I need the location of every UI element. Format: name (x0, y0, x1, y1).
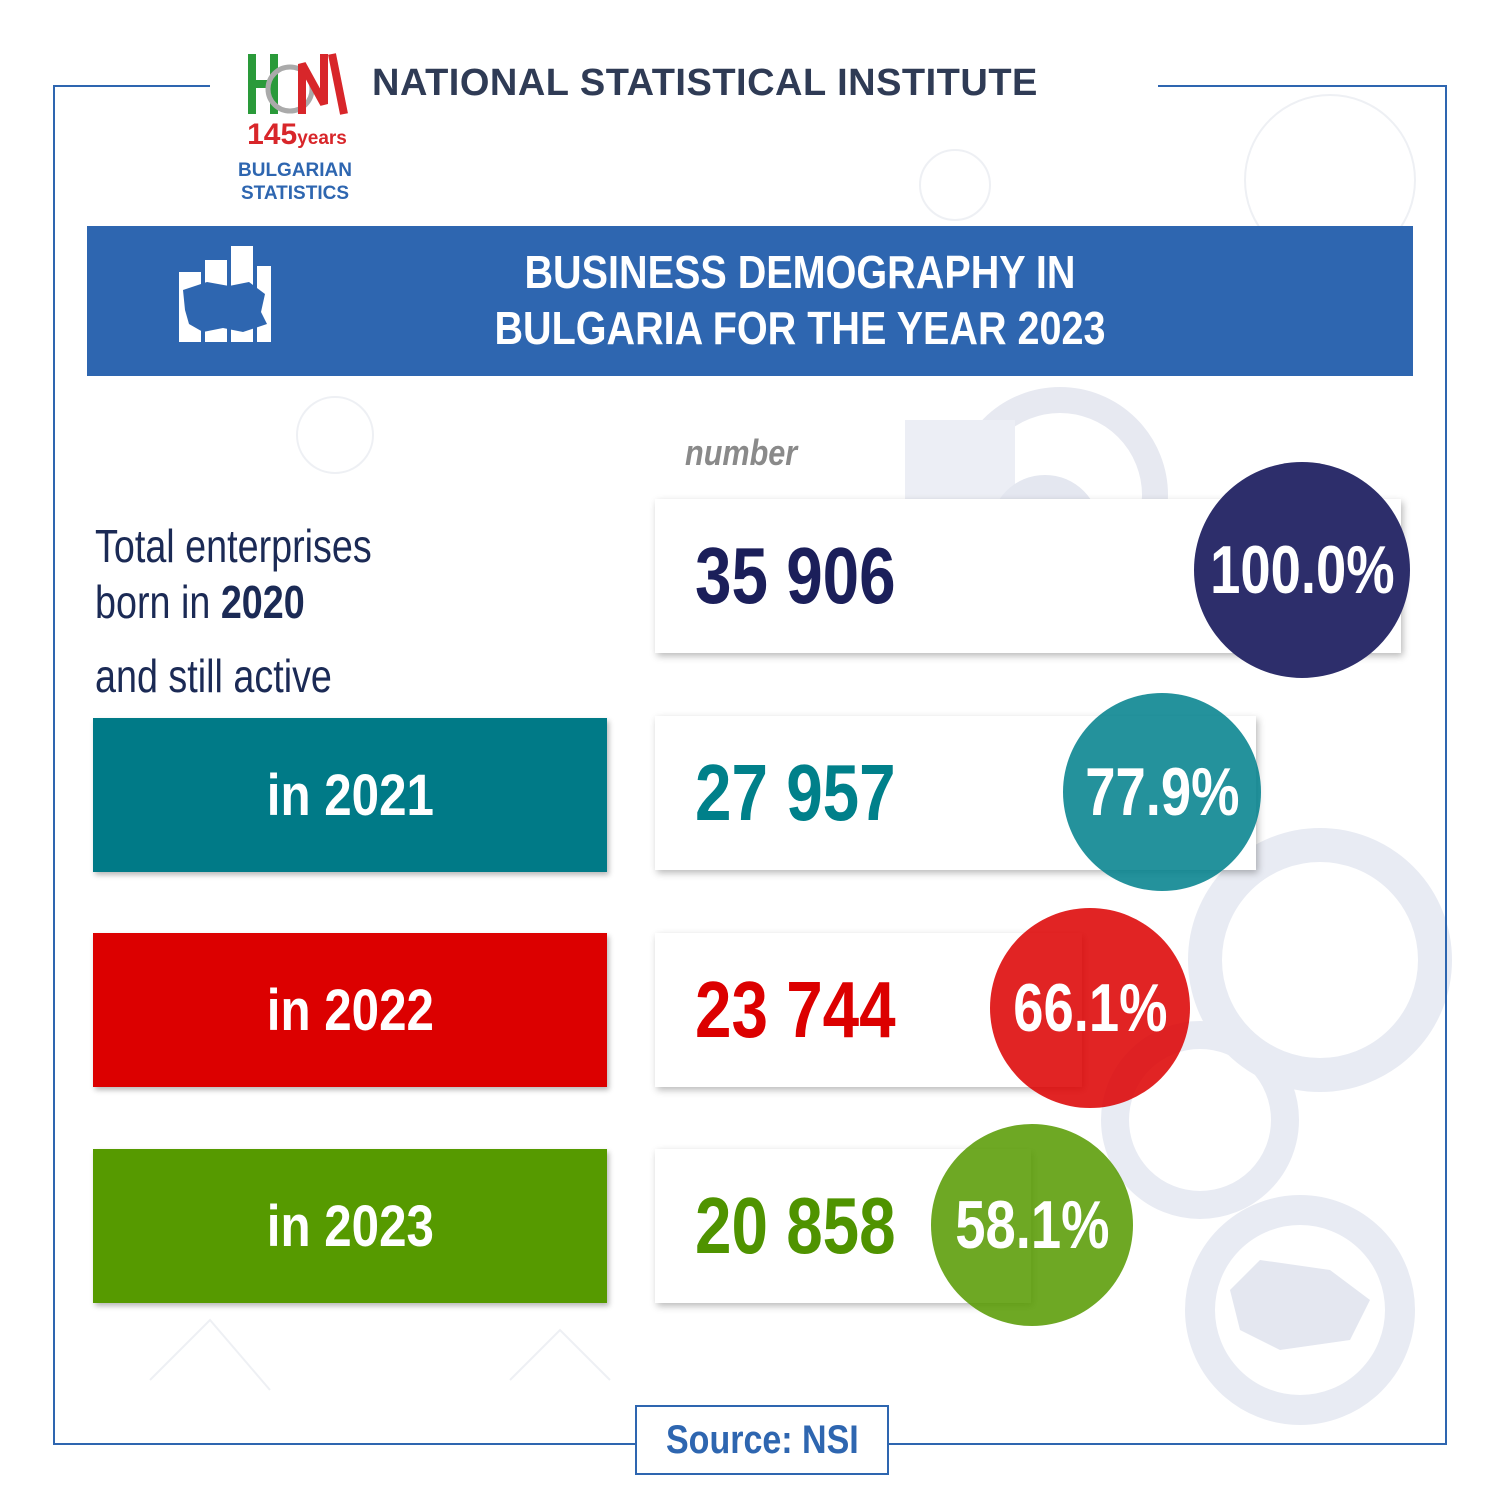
percent-total: 100.0% (1209, 532, 1395, 608)
total-label-year: 2020 (220, 576, 305, 628)
frame-bottom-left (53, 1443, 635, 1445)
frame-right (1445, 85, 1447, 1445)
banner-title-line2: BULGARIA FOR THE YEAR 2023 (494, 302, 1106, 354)
year-label-2023: in 2023 (266, 1193, 434, 1259)
year-label-2021: in 2021 (266, 762, 434, 828)
total-label-prefix: born in (95, 576, 221, 628)
percent-2021: 77.9% (1084, 754, 1240, 830)
banner-title-line1: BUSINESS DEMOGRAPHY IN (524, 246, 1076, 298)
percent-circle-2021: 77.9% (1063, 693, 1261, 891)
source-box: Source: NSI (635, 1405, 889, 1475)
value-total: 35 906 (695, 531, 896, 620)
year-box-2023: in 2023 (93, 1149, 607, 1303)
percent-2023: 58.1% (954, 1187, 1110, 1263)
total-label-line1: Total enterprises (95, 520, 372, 572)
total-label-line2: born in 2020 (95, 574, 372, 630)
value-2021: 27 957 (695, 748, 896, 837)
percent-2022: 66.1% (1012, 970, 1168, 1046)
bulgaria-chart-icon (179, 246, 271, 342)
year-box-2021: in 2021 (93, 718, 607, 872)
title-banner: BUSINESS DEMOGRAPHY IN BULGARIA FOR THE … (87, 226, 1413, 376)
value-2023: 20 858 (695, 1181, 896, 1270)
total-label-line3: and still active (95, 650, 332, 702)
unit-label: number (685, 432, 798, 473)
value-2022: 23 744 (695, 965, 896, 1054)
frame-left (53, 85, 55, 1445)
banner-title: BUSINESS DEMOGRAPHY IN BULGARIA FOR THE … (410, 244, 1189, 356)
institute-title: NATIONAL STATISTICAL INSTITUTE (372, 62, 1038, 104)
frame-top-left (53, 85, 210, 87)
nsi-logo (248, 53, 348, 115)
frame-bottom-right (887, 1443, 1447, 1445)
logo-145: 145years (247, 118, 347, 151)
year-label-2022: in 2022 (266, 977, 434, 1043)
frame-top-right (1158, 85, 1447, 87)
total-label: Total enterprises born in 2020 (95, 518, 372, 630)
logo-statistics: STATISTICS (240, 183, 350, 204)
source-label: Source: NSI (665, 1417, 859, 1462)
logo-bulgarian: BULGARIAN (238, 160, 352, 181)
percent-circle-total: 100.0% (1194, 462, 1410, 678)
percent-circle-2023: 58.1% (931, 1124, 1133, 1326)
percent-circle-2022: 66.1% (990, 908, 1190, 1108)
year-box-2022: in 2022 (93, 933, 607, 1087)
